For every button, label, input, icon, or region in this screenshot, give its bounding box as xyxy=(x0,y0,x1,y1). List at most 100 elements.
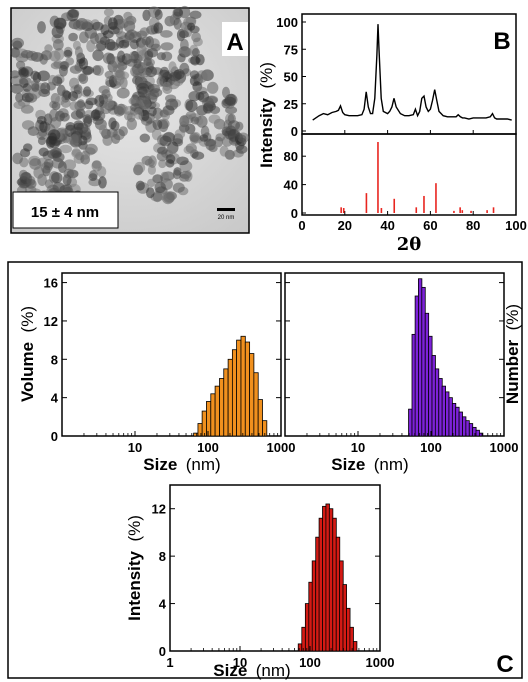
dls-intensity-y-label-main: Intensity xyxy=(125,550,144,620)
dls-number-bar xyxy=(465,420,470,437)
nanoparticle xyxy=(55,95,66,106)
dls-number-bar xyxy=(472,426,477,437)
nanoparticle xyxy=(134,108,144,120)
nanoparticle xyxy=(203,97,214,106)
dls-intensity-bar xyxy=(328,508,334,652)
nanoparticle xyxy=(114,106,125,117)
dls-volume-bar xyxy=(249,353,255,437)
nanoparticle xyxy=(53,60,63,68)
nanoparticle xyxy=(162,83,173,95)
nanoparticle xyxy=(173,8,183,17)
dls-volume-ytick-label: 8 xyxy=(51,352,58,367)
dls-number-xtick-label: 10 xyxy=(351,440,365,455)
nanoparticle xyxy=(73,20,86,31)
tem-scalebar-label: 20 nm xyxy=(218,215,235,221)
nanoparticle xyxy=(98,85,110,94)
xrd-upper-ytick-label: 100 xyxy=(276,15,298,30)
xrd-y-axis-label-main: Intensity xyxy=(257,97,276,167)
nanoparticle xyxy=(98,176,107,189)
nanoparticle xyxy=(25,50,39,61)
dls-volume-ytick-label: 16 xyxy=(44,276,58,291)
tem-panel: A 15 ± 4 nm 20 nm xyxy=(10,5,250,234)
nanoparticle xyxy=(185,99,198,112)
dls-number-bar xyxy=(421,286,426,437)
nanoparticle xyxy=(44,179,54,189)
nanoparticle xyxy=(63,183,73,194)
nanoparticle xyxy=(48,74,58,85)
nanoparticle xyxy=(71,149,82,158)
dls-number-y-label-main: Number xyxy=(503,339,522,404)
nanoparticle xyxy=(179,5,191,19)
dls-intensity-ytick-label: 12 xyxy=(152,502,166,517)
nanoparticle xyxy=(235,145,248,154)
dls-volume-ytick-label: 0 xyxy=(51,429,58,444)
dls-number-bar xyxy=(408,408,413,437)
nanoparticle xyxy=(59,144,72,154)
nanoparticle xyxy=(78,73,89,85)
nanoparticle xyxy=(85,143,98,155)
dls-intensity-bar xyxy=(349,626,354,652)
nanoparticle xyxy=(152,119,163,130)
xrd-upper-ytick-label: 75 xyxy=(284,42,298,57)
nanoparticle xyxy=(54,48,65,61)
nanoparticle xyxy=(59,112,70,122)
nanoparticle xyxy=(203,103,213,114)
dls-volume-xtick-label: 1000 xyxy=(267,440,296,455)
nanoparticle xyxy=(53,17,67,29)
nanoparticle xyxy=(69,101,80,111)
nanoparticle xyxy=(78,57,89,70)
nanoparticle xyxy=(156,151,169,162)
dls-number-x-label: Size (nm) xyxy=(331,455,408,474)
dls-volume-frame xyxy=(61,272,282,437)
dls-number-bar xyxy=(458,411,463,437)
xrd-upper-ytick-label: 0 xyxy=(291,124,298,139)
nanoparticle xyxy=(148,106,157,117)
dls-number-bar xyxy=(475,429,480,437)
dls-intensity-xtick-label: 10 xyxy=(233,655,247,670)
dls-volume-axes: 10 100 1000 0 4 8 12 16 xyxy=(44,276,296,455)
dls-volume-xtick-label: 100 xyxy=(197,440,219,455)
nanoparticle xyxy=(92,49,104,62)
nanoparticle xyxy=(190,116,200,125)
tem-size-label: 15 ± 4 nm xyxy=(31,204,99,221)
dls-number-bar xyxy=(445,391,450,437)
dls-number-x-label-main: Size xyxy=(331,455,365,474)
xrd-xtick-label: 0 xyxy=(298,218,305,233)
nanoparticle xyxy=(58,64,68,77)
nanoparticle xyxy=(102,134,113,146)
tem-nanoparticles xyxy=(10,5,249,213)
nanoparticle xyxy=(147,89,159,100)
nanoparticle xyxy=(124,111,133,121)
dls-panel-frame xyxy=(7,261,523,679)
nanoparticle xyxy=(154,181,166,193)
nanoparticle xyxy=(37,70,50,82)
nanoparticle xyxy=(18,77,32,85)
dls-intensity-frame xyxy=(169,484,381,652)
nanoparticle xyxy=(39,54,48,65)
nanoparticle xyxy=(86,40,96,53)
dls-number-y-label: Number (%) xyxy=(503,304,522,404)
nanoparticle xyxy=(36,116,47,125)
dls-volume-xtick-label: 10 xyxy=(128,440,142,455)
nanoparticle xyxy=(13,101,26,110)
nanoparticle xyxy=(146,187,155,199)
xrd-xtick-label: 100 xyxy=(505,218,527,233)
dls-number-bar xyxy=(468,423,474,437)
dls-intensity-xtick-label: 100 xyxy=(299,655,321,670)
nanoparticle xyxy=(108,117,117,130)
nanoparticle xyxy=(31,83,40,92)
dls-number-bars xyxy=(408,278,484,437)
dls-number-bar xyxy=(478,432,484,437)
nanoparticle xyxy=(49,108,59,122)
nanoparticle xyxy=(189,10,202,19)
dls-volume-ytick-label: 4 xyxy=(51,391,59,406)
dls-volume-y-label-main: Volume xyxy=(18,342,37,402)
nanoparticle xyxy=(65,57,75,66)
nanoparticle xyxy=(73,84,83,95)
dls-volume-bar xyxy=(236,339,242,437)
dls-number-y-label-unit: (%) xyxy=(503,304,522,330)
xrd-panel-letter-box xyxy=(490,22,514,54)
dls-number-xtick-label: 100 xyxy=(420,440,442,455)
nanoparticle xyxy=(52,152,65,163)
